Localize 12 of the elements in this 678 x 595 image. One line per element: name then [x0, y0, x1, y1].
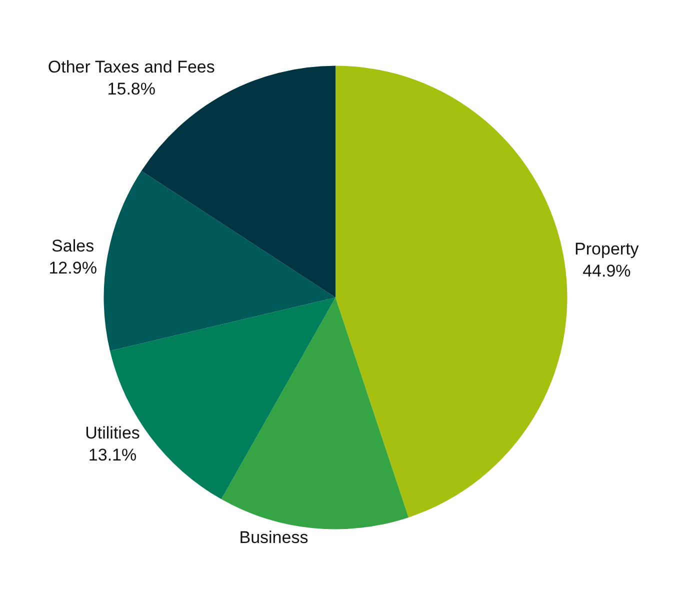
slice-label: Utilities	[85, 424, 140, 443]
data-label: 15.8%	[107, 79, 156, 98]
data-label: 44.9%	[582, 262, 631, 281]
data-label: 13.1%	[88, 446, 137, 465]
slice-label: Other Taxes and Fees	[48, 57, 215, 76]
slice-label: Property	[574, 239, 640, 258]
data-label: 12.9%	[48, 258, 97, 278]
slice-label: Sales	[52, 236, 94, 256]
pie-slice	[336, 66, 568, 518]
pie-slice	[104, 170, 336, 351]
pie-slice	[221, 298, 408, 530]
slice-label: Business	[239, 528, 308, 548]
